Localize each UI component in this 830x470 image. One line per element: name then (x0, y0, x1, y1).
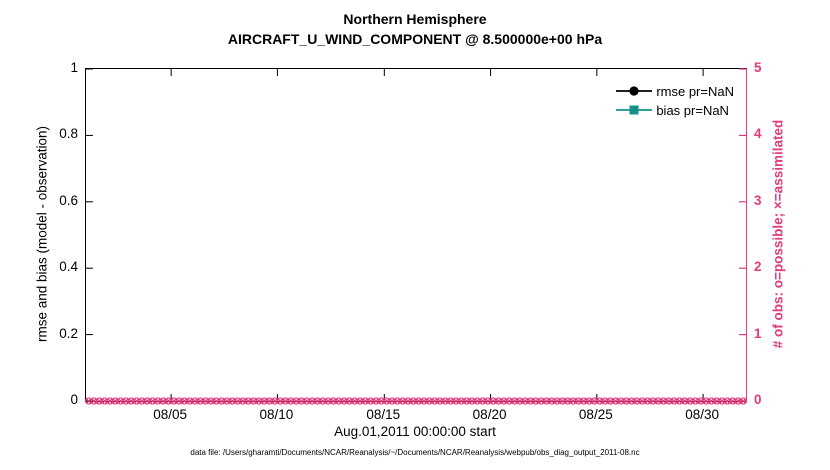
plot-area: rmse pr=NaN bias pr=NaN (85, 68, 747, 405)
legend-line-circle-marker (616, 86, 653, 96)
left-axis-tick-label: 0.4 (59, 259, 78, 275)
legend-line-square-marker (616, 105, 653, 115)
left-axis-tick-label: 0.8 (59, 126, 78, 142)
plot-subtitle: AIRCRAFT_U_WIND_COMPONENT @ 8.500000e+00… (227, 31, 603, 47)
left-axis-tick-label: 0.6 (59, 192, 78, 208)
right-axis-tick-label: 5 (754, 60, 762, 75)
left-axis-tick-label: 0 (70, 392, 78, 407)
x-axis-tick-label: 08/05 (153, 407, 188, 422)
data-file-caption: data file: /Users/gharamti/Documents/NCA… (190, 448, 640, 457)
left-axis-tick-label: 0.2 (59, 325, 78, 341)
right-axis-label: # of obs: o=possible; ×=assimilated (770, 119, 786, 349)
left-axis-tick-label: 1 (70, 60, 78, 75)
obs-count-markers (85, 397, 747, 405)
legend-label: rmse pr=NaN (656, 83, 734, 99)
x-axis-tick-label: 08/15 (366, 407, 401, 422)
right-axis-tick-label: 0 (754, 392, 762, 407)
plot-canvas (85, 68, 747, 405)
right-axis-tick-label: 1 (754, 325, 762, 341)
right-axis-tick-label: 4 (754, 126, 762, 142)
legend-item: rmse pr=NaN (615, 83, 734, 99)
right-axis-tick-label: 2 (754, 259, 762, 275)
legend: rmse pr=NaN bias pr=NaN (611, 81, 738, 120)
left-axis-label: rmse and bias (model - observation) (34, 125, 50, 343)
x-axis-tick-label: 08/10 (259, 407, 294, 422)
x-axis-label: Aug.01,2011 00:00:00 start (334, 424, 496, 439)
x-axis-tick-label: 08/20 (472, 407, 507, 422)
x-axis-tick-label: 08/25 (578, 407, 613, 422)
legend-label: bias pr=NaN (656, 102, 729, 118)
x-axis-tick-label: 08/30 (685, 407, 719, 422)
legend-item: bias pr=NaN (615, 102, 734, 118)
right-axis-tick-label: 3 (754, 192, 762, 208)
plot-title: Northern Hemisphere (343, 11, 487, 27)
